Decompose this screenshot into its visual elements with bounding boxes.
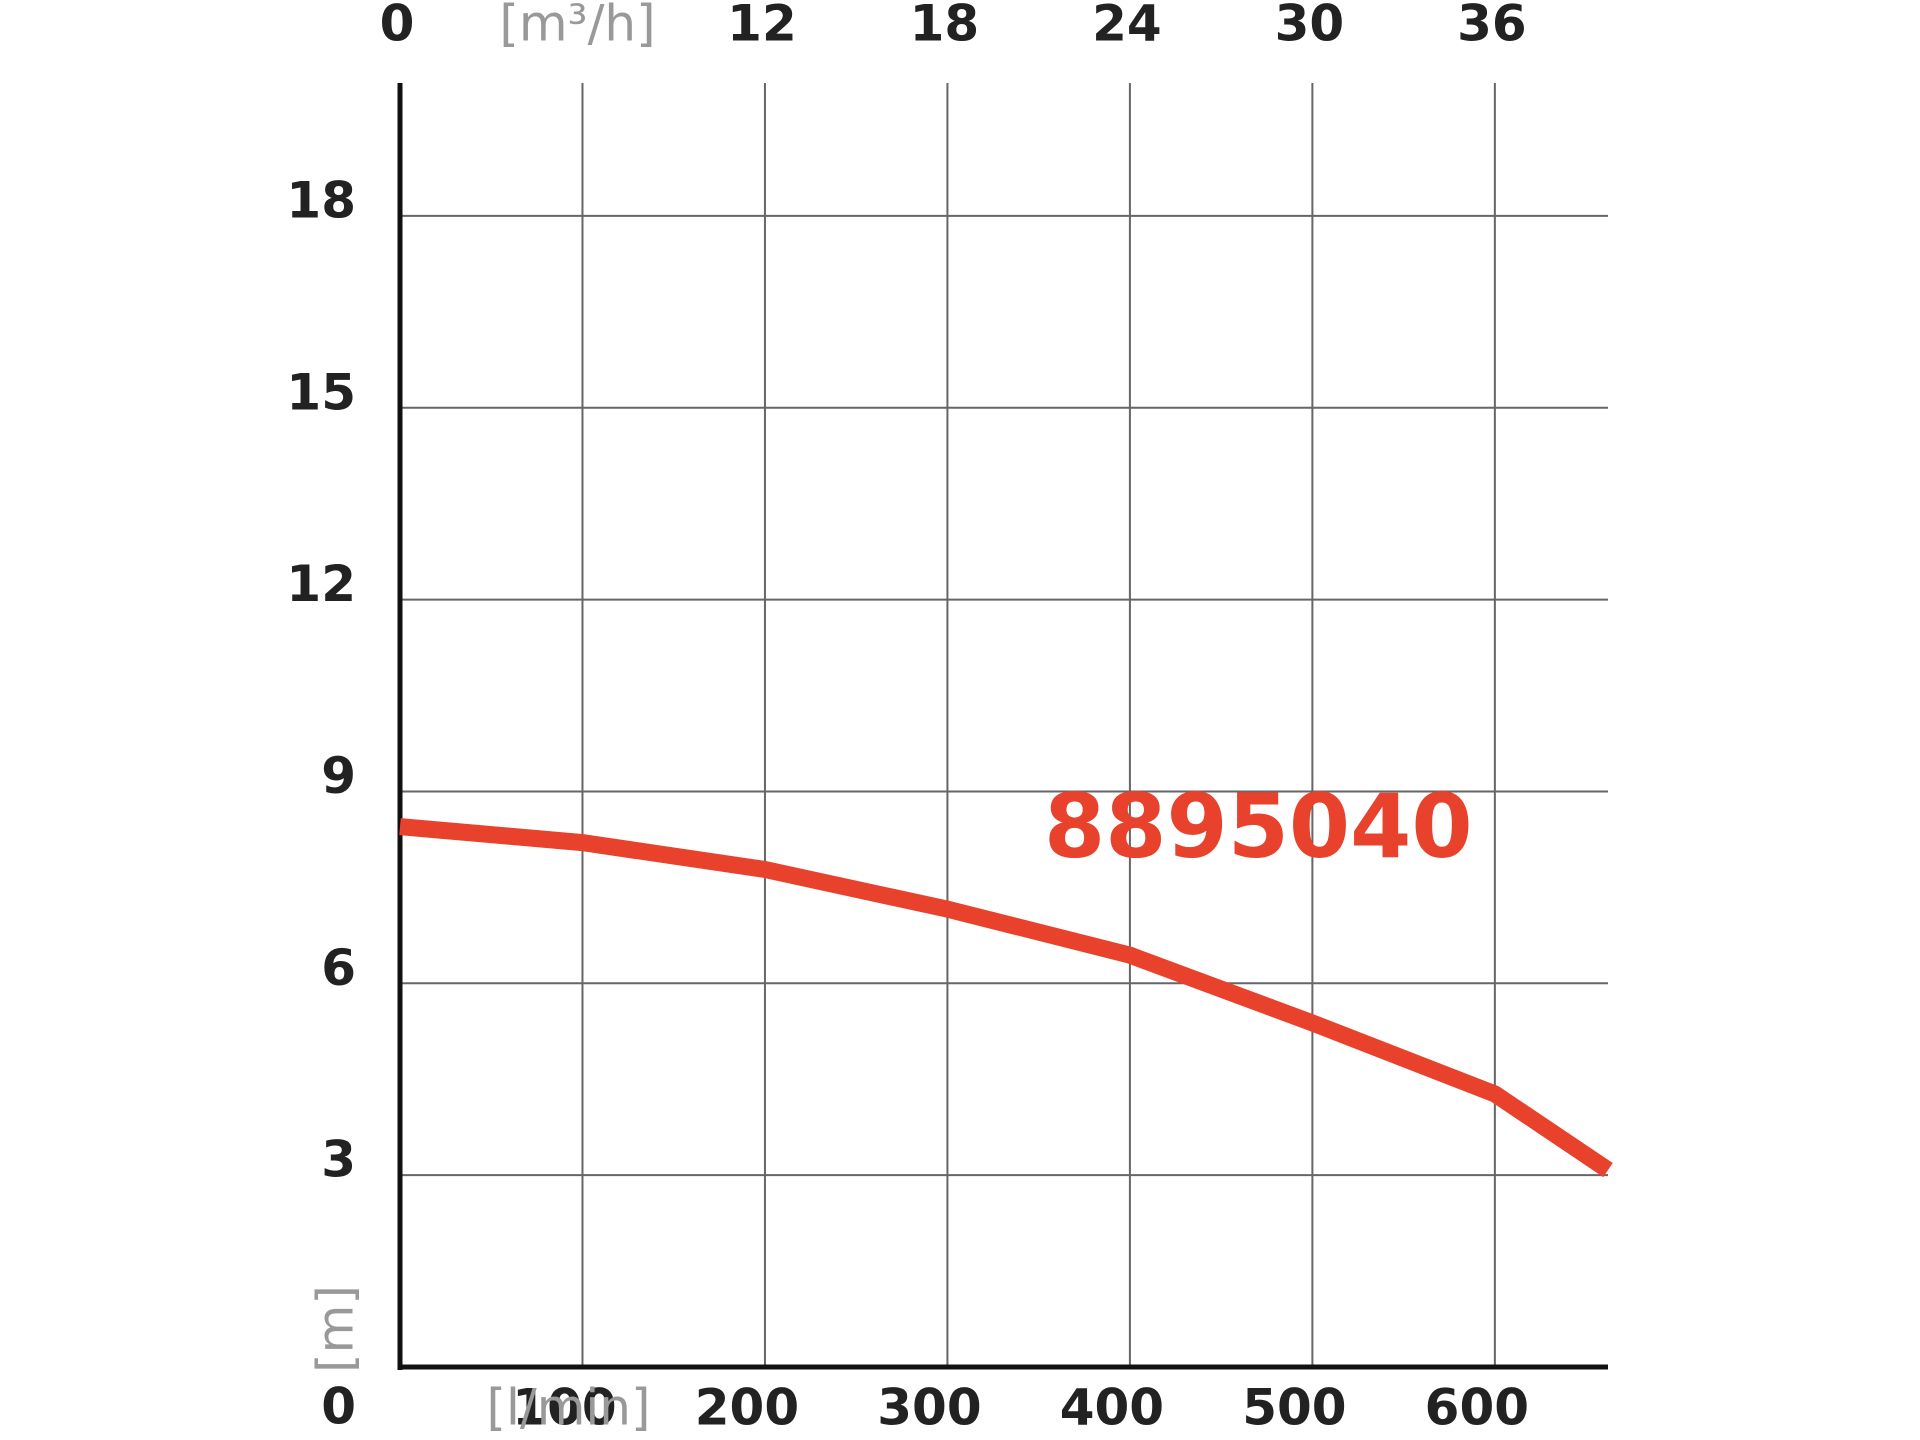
x-tick-label: 100 (512, 1379, 616, 1437)
y-axis-label: [m] (307, 1285, 365, 1373)
series-label: 8895040 (1044, 775, 1473, 878)
curve (399, 818, 1613, 1178)
y-tick-label: 12 (286, 555, 356, 613)
x-tick-label: 400 (1060, 1379, 1164, 1437)
y-tick-label: 0 (321, 1378, 356, 1436)
x2-tick-label: 30 (1275, 0, 1345, 53)
x2-tick-label: 12 (727, 0, 797, 53)
x2-tick-label: 36 (1457, 0, 1527, 53)
x-axis-label: [l/min] (486, 1379, 650, 1437)
y-tick-label: 6 (321, 939, 356, 997)
x2-tick-label: 18 (910, 0, 980, 53)
y-tick-label: 15 (286, 363, 356, 421)
x-tick-label: 300 (877, 1379, 981, 1437)
x2-tick-label: 0 (380, 0, 415, 53)
x2-axis-label: [m³/h] (499, 0, 655, 53)
x-tick-label: 500 (1242, 1379, 1346, 1437)
x2-tick-label: 24 (1092, 0, 1162, 53)
y-tick-label: 3 (321, 1131, 356, 1189)
x-tick-label: 200 (695, 1379, 799, 1437)
y-tick-label: 9 (321, 747, 356, 805)
y-tick-label: 18 (286, 171, 356, 229)
x-tick-label: 600 (1425, 1379, 1529, 1437)
